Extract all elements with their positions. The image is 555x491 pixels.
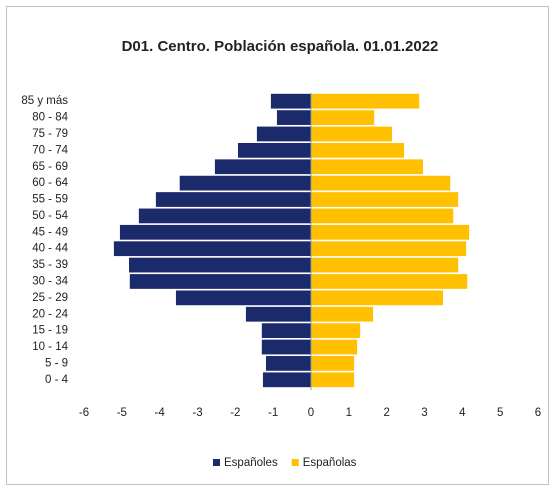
legend-label: Españoles bbox=[224, 457, 278, 469]
bar bbox=[261, 339, 311, 355]
bar bbox=[311, 257, 459, 273]
x-tick-label: -6 bbox=[79, 407, 89, 419]
bar bbox=[311, 126, 392, 142]
bar bbox=[276, 110, 311, 125]
x-tick-label: -3 bbox=[192, 407, 202, 419]
bar bbox=[270, 93, 311, 109]
x-tick-label: -2 bbox=[230, 407, 240, 419]
bar bbox=[245, 306, 311, 322]
y-tick-label: 75 - 79 bbox=[32, 128, 68, 140]
bar bbox=[119, 224, 311, 240]
y-tick-label: 15 - 19 bbox=[32, 325, 68, 337]
y-tick-label: 25 - 29 bbox=[32, 292, 68, 304]
bar bbox=[175, 290, 311, 306]
bar bbox=[129, 257, 311, 273]
y-tick-label: 35 - 39 bbox=[32, 259, 68, 271]
bar bbox=[311, 192, 459, 207]
y-tick-label: 0 - 4 bbox=[45, 374, 69, 386]
y-tick-label: 45 - 49 bbox=[32, 226, 68, 238]
bar bbox=[113, 241, 311, 257]
y-tick-label: 80 - 84 bbox=[32, 112, 68, 124]
x-tick-label: 0 bbox=[308, 407, 314, 419]
bar bbox=[237, 142, 311, 158]
y-tick-label: 20 - 24 bbox=[32, 308, 68, 320]
y-tick-label: 65 - 69 bbox=[32, 161, 68, 173]
bar bbox=[262, 372, 311, 388]
x-tick-label: 1 bbox=[346, 407, 352, 419]
legend-label: Españolas bbox=[303, 457, 357, 469]
bar bbox=[138, 208, 311, 224]
legend-swatch bbox=[291, 459, 299, 466]
bar bbox=[311, 372, 355, 388]
bar bbox=[311, 339, 358, 355]
x-tick-label: 3 bbox=[421, 407, 427, 419]
x-tick-label: -5 bbox=[117, 407, 127, 419]
x-tick-label: 5 bbox=[497, 407, 503, 419]
bar bbox=[311, 224, 470, 240]
bar bbox=[261, 323, 311, 339]
bar bbox=[311, 93, 420, 109]
bar bbox=[311, 274, 468, 289]
x-tick-label: -1 bbox=[268, 407, 278, 419]
bar bbox=[179, 175, 311, 191]
bar bbox=[155, 192, 311, 207]
y-tick-label: 30 - 34 bbox=[32, 276, 68, 288]
bar bbox=[311, 208, 454, 224]
y-tick-label: 10 - 14 bbox=[32, 341, 68, 353]
bar bbox=[311, 159, 423, 175]
bar bbox=[265, 356, 311, 371]
x-tick-label: 4 bbox=[459, 407, 466, 419]
y-tick-label: 85 y más bbox=[21, 95, 68, 107]
y-tick-label: 70 - 74 bbox=[32, 144, 68, 156]
x-tick-label: 2 bbox=[383, 407, 389, 419]
y-tick-label: 55 - 59 bbox=[32, 194, 68, 206]
chart-title: D01. Centro. Población española. 01.01.2… bbox=[122, 38, 439, 55]
y-tick-label: 50 - 54 bbox=[32, 210, 68, 222]
bar bbox=[256, 126, 311, 142]
bar bbox=[311, 241, 467, 257]
bar bbox=[129, 274, 311, 289]
y-tick-label: 40 - 44 bbox=[32, 243, 68, 255]
y-tick-label: 60 - 64 bbox=[32, 177, 68, 189]
legend-swatch bbox=[213, 459, 220, 466]
bar bbox=[311, 175, 451, 191]
x-tick-label: 6 bbox=[535, 407, 541, 419]
bar bbox=[311, 142, 405, 158]
bar bbox=[311, 356, 355, 371]
bar bbox=[311, 306, 374, 322]
bar bbox=[311, 110, 375, 125]
bar bbox=[311, 323, 361, 339]
bar bbox=[214, 159, 311, 175]
x-tick-label: -4 bbox=[155, 407, 166, 419]
y-tick-label: 5 - 9 bbox=[45, 357, 68, 369]
bar bbox=[311, 290, 444, 306]
